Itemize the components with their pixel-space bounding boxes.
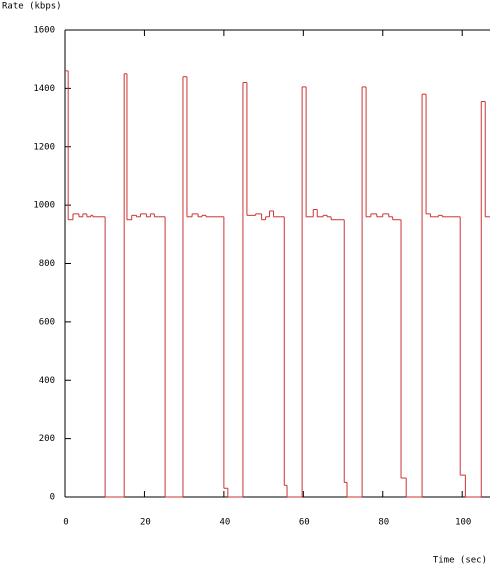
y-tick-label: 1400 [33,84,55,94]
x-tick-label: 20 [140,518,151,528]
y-tick-label: 200 [39,434,55,444]
y-axis-label: Rate (kbps) [2,2,62,12]
y-tick-label: 0 [50,493,55,503]
x-axis-label: Time (sec) [433,556,487,566]
y-tick-label: 1000 [33,201,55,211]
x-tick-label: 40 [219,518,230,528]
x-tick-label: 60 [299,518,310,528]
x-tick-label: 100 [455,518,471,528]
x-tick-label: 0 [63,518,68,528]
y-tick-label: 600 [39,317,55,327]
y-tick-label: 1600 [33,26,55,36]
x-tick-label: 80 [378,518,389,528]
y-tick-label: 400 [39,376,55,386]
y-tick-label: 1200 [33,142,55,152]
y-tick-label: 800 [39,259,55,269]
